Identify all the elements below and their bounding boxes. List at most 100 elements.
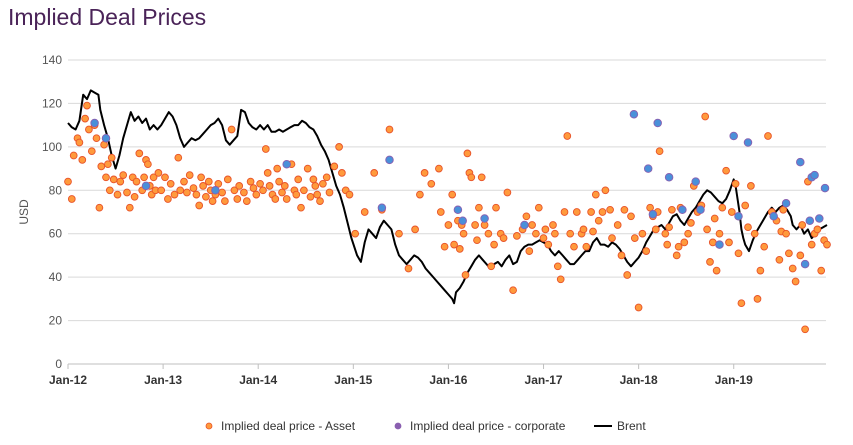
asset-point [703,225,711,234]
asset-point [360,208,369,216]
corporate-point [664,173,674,182]
asset-point [242,197,251,205]
asset-point [440,242,449,251]
asset-point [123,188,131,197]
asset-point [427,179,436,188]
asset-point [300,186,308,195]
corporate-point [480,214,489,223]
asset-point [119,171,128,179]
legend-brent-label: Brent [617,419,646,433]
asset-point [579,225,588,234]
asset-point [185,171,194,179]
asset-point [154,169,163,177]
asset-point [801,325,809,334]
asset-point [509,286,517,295]
asset-point [64,177,72,186]
asset-point [292,190,301,199]
asset-point [109,175,118,184]
asset-point [313,190,322,199]
asset-point [104,160,112,169]
asset-point [444,221,453,229]
asset-point [192,190,201,199]
asset-point [775,255,784,264]
legend-asset-label: Implied deal price - Asset [221,419,356,433]
corporate-point [715,240,724,249]
asset-point [157,186,166,195]
asset-point [140,173,148,182]
corporate-point [743,138,753,147]
asset-point [490,240,498,249]
y-tick-label: 40 [49,270,63,284]
corporate-point [805,216,815,225]
asset-point [475,203,483,212]
asset-point [102,173,110,182]
asset-point [161,173,169,182]
asset-point [204,177,213,186]
asset-point [448,190,457,199]
legend-corporate-marker [394,422,402,430]
y-tick-label: 80 [49,183,63,197]
corporate-point [101,133,111,143]
asset-point [764,132,772,140]
asset-point [263,169,272,177]
corporate-point [648,209,658,219]
asset-point [712,266,721,275]
asset-point [513,232,521,240]
asset-point [416,190,424,199]
asset-point [747,182,755,190]
corporate-point [520,220,529,230]
asset-point [556,275,565,284]
y-tick-label: 140 [42,53,62,67]
asset-point [741,201,750,210]
asset-point [385,125,394,134]
asset-point [233,195,242,203]
x-axis-ticks: Jan-12 Jan-13 Jan-14 Jan-15 Jan-16 Jan-17 Jan-… [49,364,753,387]
asset-point [642,247,651,255]
corporate-point [377,203,387,212]
asset-point [370,169,379,177]
legend-corporate-label: Implied deal price - corporate [410,419,566,433]
corporate-point [734,212,743,221]
y-tick-label: 120 [42,96,62,110]
asset-point [170,190,179,199]
asset-point [395,229,403,238]
asset-point [144,160,152,169]
corporate-point [141,181,151,191]
asset-point [338,169,346,177]
asset-point [725,238,733,247]
asset-point [722,166,730,175]
asset-point [87,147,96,156]
asset-point [450,240,458,249]
chart-title: Implied Deal Prices [8,4,207,30]
corporate-point [729,131,738,141]
corporate-point [453,205,463,215]
asset-point [125,203,134,212]
asset-point [718,203,727,212]
asset-point [273,164,282,173]
asset-point [107,153,116,162]
brent-line [67,89,828,305]
asset-point [727,208,736,216]
asset-point [275,177,283,186]
asset-point [294,175,303,184]
corporate-point [629,110,639,119]
asset-point [684,229,692,238]
asset-point [316,197,324,205]
y-tick-label: 60 [49,227,63,241]
asset-point [591,190,600,199]
asset-point [467,173,476,182]
asset-point [351,229,360,238]
corporate-point [769,212,778,221]
asset-point [651,225,660,234]
asset-point [259,186,267,195]
asset-point [473,236,481,245]
corporate-point [696,205,705,215]
asset-point [744,223,752,232]
asset-point [798,221,807,229]
asset-point [539,234,548,242]
asset-point [319,179,327,188]
corporate-point [385,155,394,165]
asset-point [176,186,185,195]
x-tick-label: Jan-16 [429,373,467,387]
asset-point [78,156,87,164]
